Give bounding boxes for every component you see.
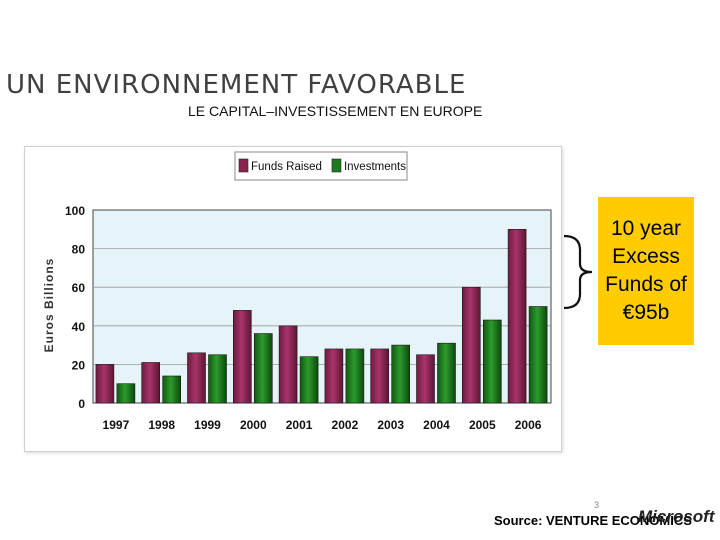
y-tick-label: 20 xyxy=(72,358,86,372)
bar-funds-raised xyxy=(416,354,435,404)
bar-investments xyxy=(528,306,548,404)
bar-investments xyxy=(391,344,411,404)
x-tick-label: 1998 xyxy=(148,418,175,432)
x-tick-label: 1997 xyxy=(103,418,130,432)
x-tick-label: 2002 xyxy=(332,418,359,432)
plot-area xyxy=(92,209,552,404)
source-note: Source: VENTURE ECONOMICS xyxy=(494,513,692,528)
x-tick-label: 2003 xyxy=(377,418,404,432)
bar-funds-raised xyxy=(233,310,252,404)
legend-label: Funds Raised xyxy=(251,161,322,173)
bar-funds-raised xyxy=(370,348,390,404)
bar-investments xyxy=(116,383,136,404)
bar-investments xyxy=(299,356,319,404)
legend-swatch xyxy=(238,158,249,173)
y-tick-label: 100 xyxy=(65,204,85,218)
callout-text: 10 year Excess Funds of €95b xyxy=(605,217,687,324)
brace-icon xyxy=(563,234,593,310)
x-axis-ticks: 1997 1998 1999 2000 2001 2002 2003 2004 2005 2006 xyxy=(103,418,542,432)
bar-investments xyxy=(345,348,365,404)
x-tick-label: 1999 xyxy=(194,418,221,432)
bar-investments xyxy=(482,319,502,404)
slide-subtitle: LE CAPITAL–INVESTISSEMENT EN EUROPE xyxy=(188,103,483,119)
x-tick-label: 2004 xyxy=(423,418,450,432)
bar-funds-raised xyxy=(278,325,298,404)
x-tick-label: 2005 xyxy=(469,418,496,432)
page-number: 3 xyxy=(594,500,600,510)
bar-funds-raised xyxy=(324,348,344,404)
bar-funds-raised xyxy=(141,362,160,404)
y-axis-ticks: 0 20 40 60 80 100 xyxy=(65,204,85,411)
bar-funds-raised xyxy=(187,352,206,404)
y-tick-label: 40 xyxy=(72,320,86,334)
bar-funds-raised xyxy=(507,229,527,404)
bar-chart: Funds Raised Investments 0 20 40 60 80 100 199… xyxy=(42,151,552,432)
legend-box xyxy=(234,151,408,181)
x-tick-label: 2000 xyxy=(240,418,267,432)
y-axis-label: Euros Billions xyxy=(42,258,56,353)
x-tick-label: 2001 xyxy=(286,418,313,432)
y-tick-label: 0 xyxy=(78,397,85,411)
y-tick-label: 60 xyxy=(72,281,86,295)
chart-legend: Funds Raised Investments xyxy=(234,151,408,181)
bar-investments xyxy=(162,375,181,404)
excess-funds-callout: 10 year Excess Funds of €95b xyxy=(598,197,694,345)
microsoft-logo: Microsoft xyxy=(638,507,715,526)
y-tick-label: 80 xyxy=(72,243,86,257)
chart-panel: Funds Raised Investments 0 20 40 60 80 100 199… xyxy=(24,146,562,452)
bars xyxy=(95,229,548,404)
legend-label: Investments xyxy=(344,161,406,173)
legend-swatch xyxy=(331,158,342,173)
bar-funds-raised xyxy=(95,364,115,404)
bar-funds-raised xyxy=(461,286,481,404)
bar-investments xyxy=(254,333,273,404)
slide-title: UN ENVIRONNEMENT FAVORABLE xyxy=(6,70,467,100)
x-tick-label: 2006 xyxy=(515,418,542,432)
bar-investments xyxy=(437,342,456,404)
bar-investments xyxy=(208,354,227,404)
